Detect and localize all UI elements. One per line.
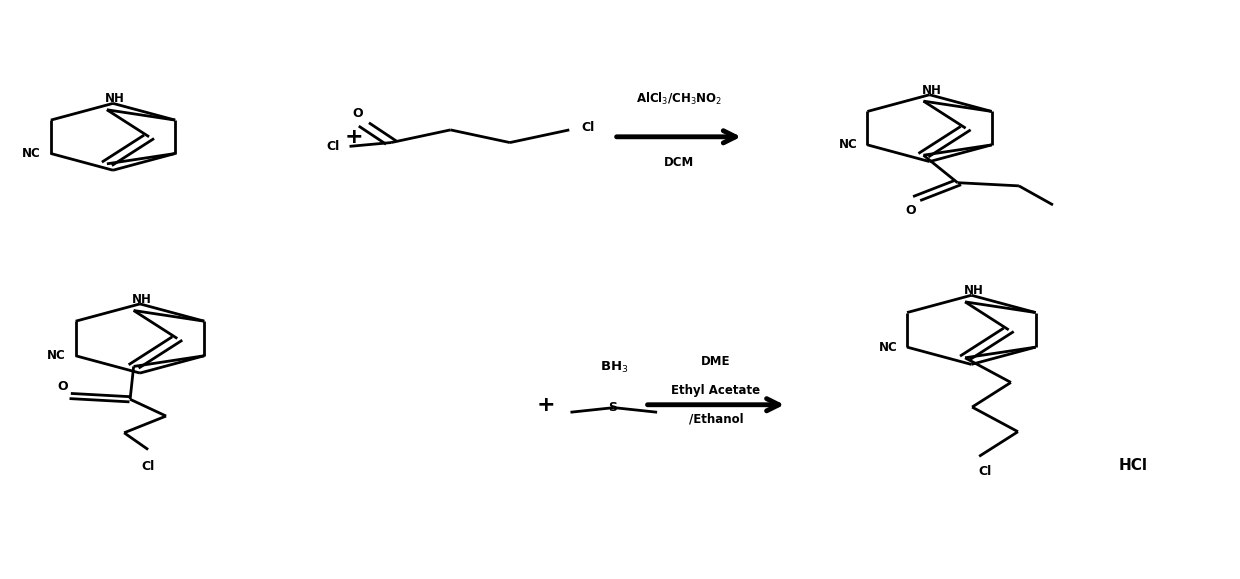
Text: DCM: DCM bbox=[663, 156, 694, 169]
Text: +: + bbox=[345, 127, 363, 147]
Text: Cl: Cl bbox=[141, 460, 155, 473]
Text: O: O bbox=[905, 204, 916, 217]
Text: BH$_3$: BH$_3$ bbox=[600, 360, 627, 375]
Text: O: O bbox=[57, 380, 68, 393]
Text: HCl: HCl bbox=[1118, 458, 1148, 472]
Text: NC: NC bbox=[22, 147, 41, 160]
Text: S: S bbox=[608, 401, 618, 414]
Text: DME: DME bbox=[701, 355, 730, 368]
Text: AlCl$_3$/CH$_3$NO$_2$: AlCl$_3$/CH$_3$NO$_2$ bbox=[636, 91, 722, 107]
Text: NC: NC bbox=[838, 138, 858, 151]
Text: NH: NH bbox=[133, 293, 153, 306]
Text: Cl: Cl bbox=[978, 465, 992, 478]
Text: NH: NH bbox=[105, 92, 125, 105]
Text: NC: NC bbox=[878, 340, 898, 354]
Text: +: + bbox=[537, 395, 556, 415]
Text: Cl: Cl bbox=[582, 120, 595, 134]
Text: NH: NH bbox=[963, 284, 983, 297]
Text: NC: NC bbox=[47, 349, 66, 362]
Text: O: O bbox=[352, 107, 363, 120]
Text: Cl: Cl bbox=[326, 140, 340, 153]
Text: /Ethanol: /Ethanol bbox=[688, 413, 743, 426]
Text: Ethyl Acetate: Ethyl Acetate bbox=[671, 384, 760, 397]
Text: NH: NH bbox=[921, 83, 941, 97]
